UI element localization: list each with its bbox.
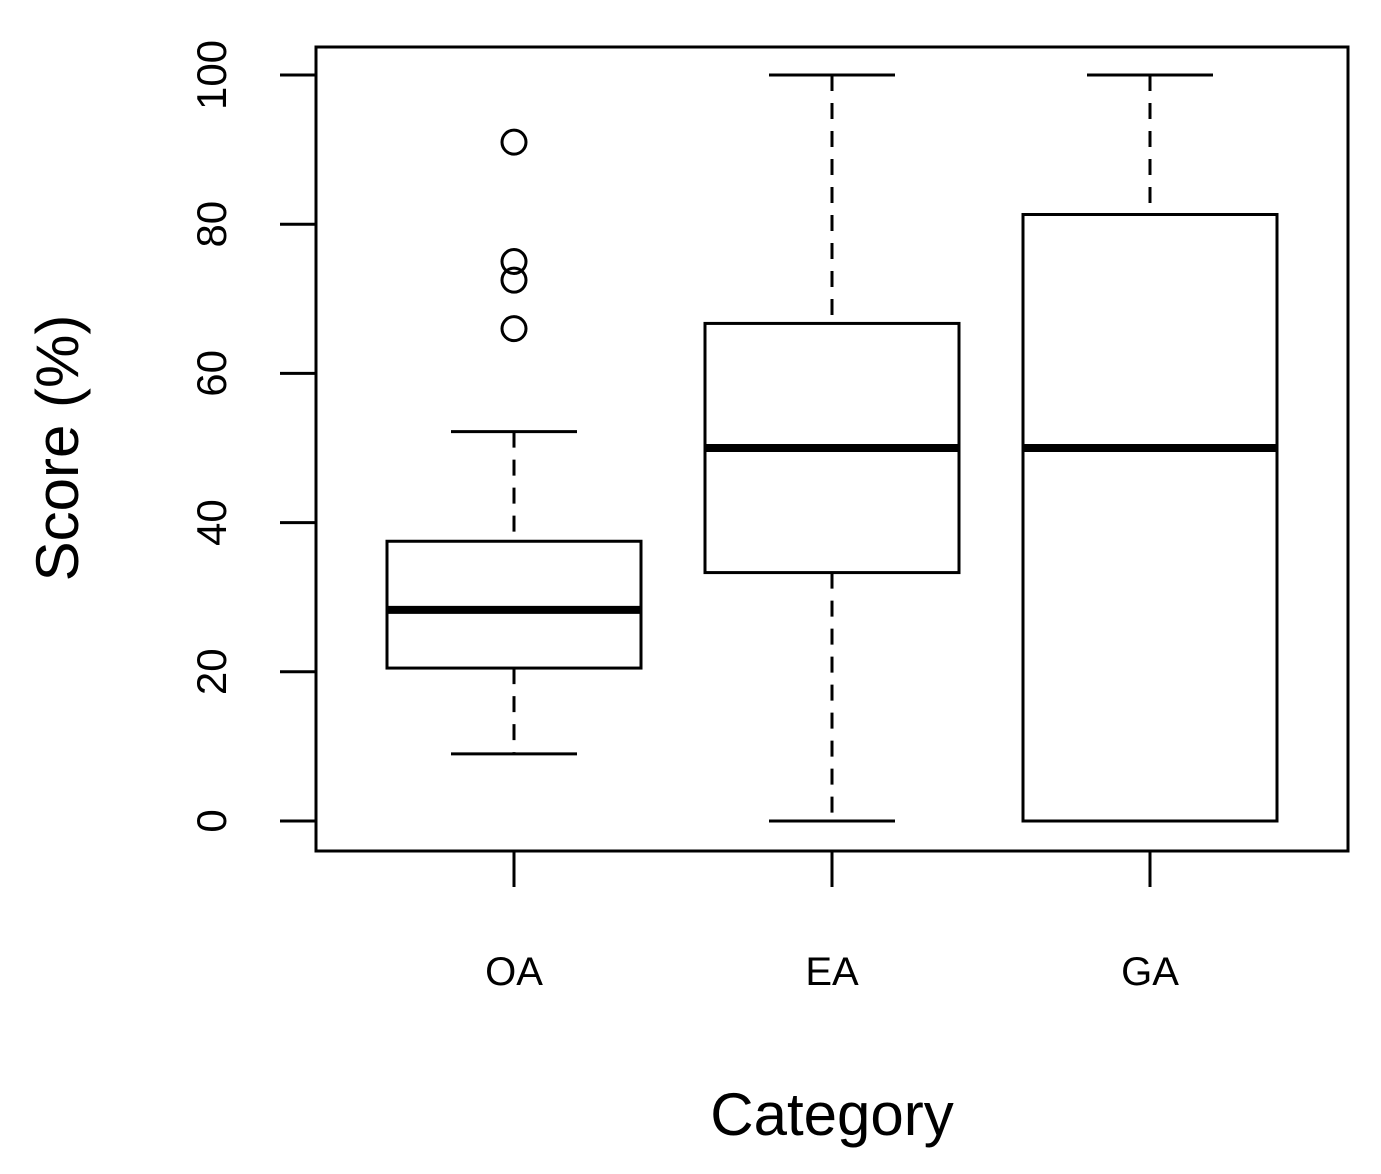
y-tick-label: 80 [188, 201, 235, 248]
y-axis-title: Score (%) [24, 315, 91, 582]
iqr-box [1021, 213, 1279, 823]
y-axis: 0 20 40 60 80 100 [188, 40, 316, 833]
y-tick-label: 20 [188, 648, 235, 695]
iqr-box [385, 539, 643, 670]
x-tick-label: GA [1121, 950, 1179, 994]
outlier-point [500, 248, 528, 275]
outlier-point [500, 315, 528, 343]
outlier-point [500, 128, 528, 156]
outlier-point [500, 266, 528, 294]
plot-area [314, 45, 1350, 853]
box-group-ea [703, 73, 961, 823]
y-tick-label: 0 [188, 809, 235, 832]
x-tick-label: OA [485, 950, 543, 994]
x-axis-title: Category [710, 1081, 953, 1148]
box-group-oa [385, 128, 643, 756]
y-tick-label: 60 [188, 350, 235, 397]
x-tick-label: EA [805, 950, 859, 994]
x-axis: OA EA GA [485, 851, 1179, 994]
y-tick-label: 40 [188, 499, 235, 546]
box-group-ga [1021, 73, 1279, 823]
y-tick-label: 100 [188, 40, 235, 110]
